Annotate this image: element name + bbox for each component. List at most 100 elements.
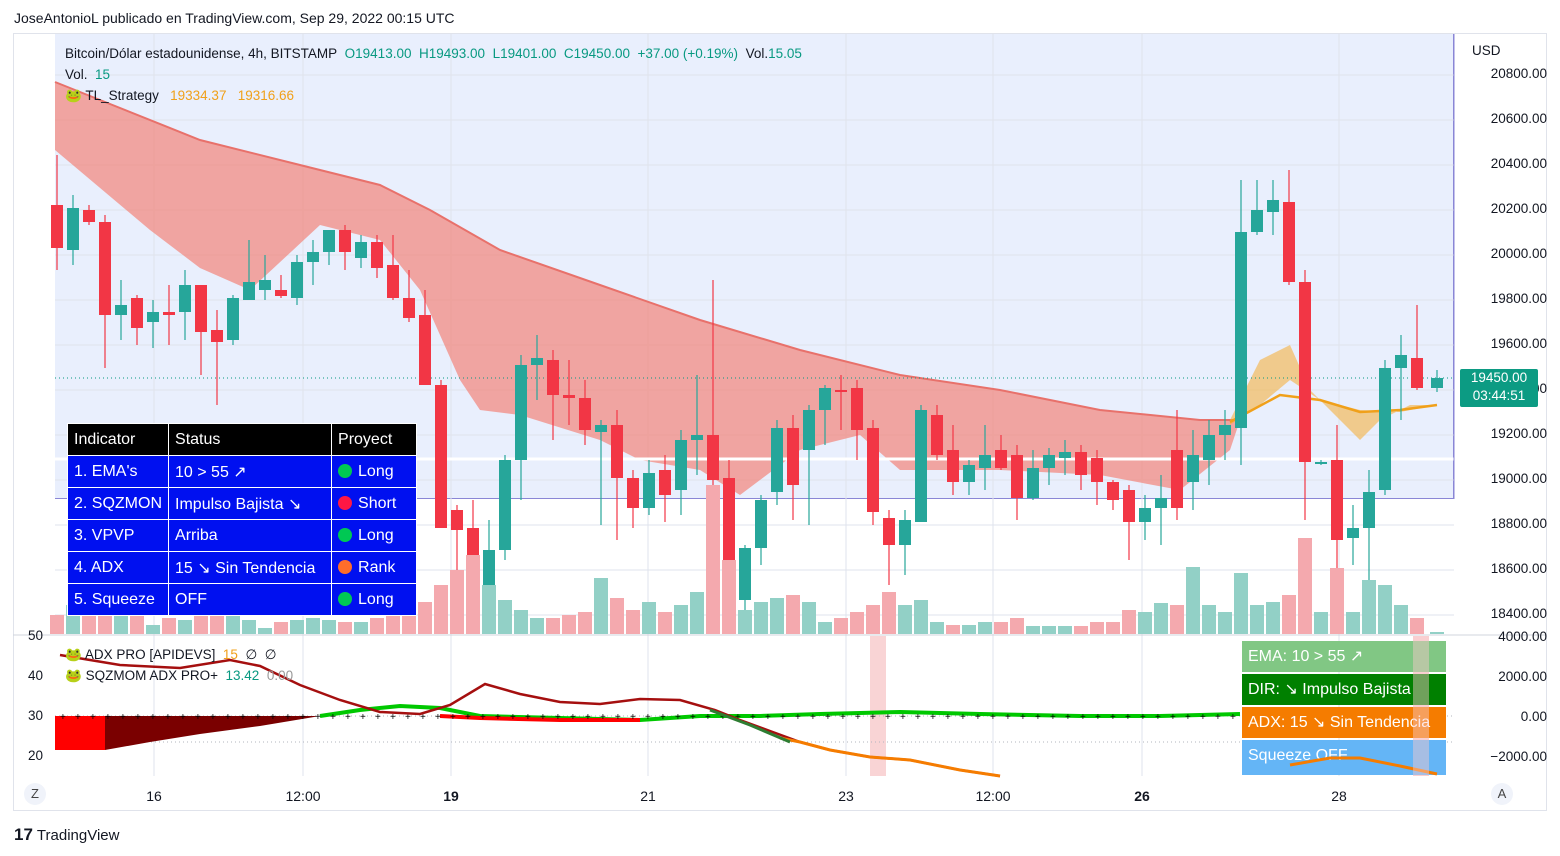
candle-body: [899, 520, 911, 545]
volume-bar: [290, 620, 304, 634]
adx-line-orange: [779, 736, 1001, 778]
price-axis-label: 20400.00: [1490, 156, 1547, 171]
squeeze-marker: +: [1080, 712, 1086, 723]
candle-body: [659, 470, 671, 495]
volume-bar: [1090, 622, 1104, 634]
squeeze-marker: +: [60, 712, 66, 723]
volume-bar: [1430, 632, 1444, 634]
open-value: O19413.00: [344, 46, 412, 61]
bar-countdown: 03:44:51: [1472, 388, 1526, 403]
squeeze-marker: +: [795, 712, 801, 723]
sub-left-axis-label: 30: [28, 708, 44, 723]
squeeze-marker: +: [1110, 712, 1116, 723]
squeeze-marker: +: [900, 712, 906, 723]
tradingview-logo[interactable]: 17 TradingView: [14, 825, 119, 845]
candle-body: [947, 450, 959, 482]
header-proyect: Proyect: [331, 423, 418, 456]
time-axis-label: 19: [443, 788, 459, 804]
squeeze-marker: +: [675, 712, 681, 723]
time-axis-label: 23: [838, 788, 854, 804]
candle-body: [1379, 368, 1391, 490]
volume-bar: [274, 622, 288, 634]
squeeze-marker: +: [135, 712, 141, 723]
volume-bar: [1186, 567, 1200, 634]
candle-body: [819, 388, 831, 410]
squeeze-marker: +: [495, 712, 501, 723]
momentum-area: [55, 716, 320, 750]
adx-value-2: ∅: [245, 647, 258, 662]
sqzmom-legend: 🐸 SQZMOM ADX PRO+ 13.42 0.00: [65, 668, 293, 684]
squeeze-marker: +: [690, 712, 696, 723]
squeeze-marker: +: [750, 712, 756, 723]
volume-label[interactable]: Vol.: [65, 67, 88, 82]
candle-body: [835, 390, 847, 392]
squeeze-marker: +: [180, 712, 186, 723]
sqzmom-name[interactable]: SQZMOM ADX PRO+: [85, 668, 218, 683]
candle-body: [979, 455, 991, 468]
candle-body: [435, 385, 447, 528]
row-indicator: 5. Squeeze: [66, 583, 170, 616]
price-axis-label: 20800.00: [1490, 66, 1547, 81]
squeeze-marker: +: [270, 712, 276, 723]
volume-bar: [146, 625, 160, 634]
status-dot-icon: [338, 495, 353, 510]
volume-bar: [130, 610, 144, 634]
volume-bar: [386, 612, 400, 634]
squeeze-marker: +: [615, 712, 621, 723]
table-row: 1. EMA's 10 > 55 ↗ Long: [66, 455, 418, 488]
symbol-name[interactable]: Bitcoin/Dólar estadounidense, 4h, BITSTA…: [65, 46, 338, 61]
candle-body: [1059, 452, 1071, 458]
candle-body: [1219, 425, 1231, 435]
row-status: 10 > 55 ↗: [168, 455, 333, 488]
symbol-legend: Bitcoin/Dólar estadounidense, 4h, BITSTA…: [65, 46, 802, 61]
squeeze-marker: +: [390, 712, 396, 723]
price-axis-label: 18600.00: [1490, 561, 1547, 576]
squeeze-marker: +: [255, 712, 261, 723]
volume-bar: [898, 605, 912, 634]
adx-name[interactable]: ADX PRO [APIDEVS]: [84, 647, 216, 662]
candle-body: [643, 473, 655, 508]
candle-body: [563, 395, 575, 398]
candle-body: [307, 252, 319, 262]
currency-label: USD: [1472, 43, 1501, 58]
orange-band-line: [1229, 393, 1438, 424]
strategy-legend: 🐸 TL_Strategy 19334.37 19316.66: [65, 88, 294, 104]
adx-value: 15: [222, 647, 238, 662]
row-proyect: Short: [331, 487, 418, 520]
auto-scale-button[interactable]: A: [1491, 783, 1513, 805]
squeeze-marker: +: [300, 712, 306, 723]
volume-bar: [1362, 580, 1376, 634]
squeeze-marker: +: [780, 712, 786, 723]
volume-bar: [770, 598, 784, 634]
frog-icon: 🐸: [65, 668, 82, 683]
squeeze-marker: +: [705, 712, 711, 723]
squeeze-marker: +: [105, 712, 111, 723]
candle-body: [995, 450, 1007, 468]
volume-bar: [722, 560, 736, 634]
squeeze-marker: +: [765, 712, 771, 723]
volume-bar: [498, 600, 512, 634]
candle-body: [1091, 458, 1103, 482]
candle-body: [1347, 528, 1359, 538]
volume-bar: [434, 585, 448, 634]
squeeze-marker: +: [225, 712, 231, 723]
volume-bar: [738, 610, 752, 634]
ema-upper-line: [54, 81, 1240, 421]
candle-body: [931, 415, 943, 455]
squeeze-marker: +: [885, 712, 891, 723]
price-axis-label: 19600.00: [1490, 336, 1547, 351]
squeeze-marker: +: [1125, 712, 1131, 723]
volume-bar: [802, 602, 816, 634]
candle-body: [323, 230, 335, 252]
volume-bar: [178, 620, 192, 634]
zoom-button[interactable]: Z: [24, 783, 46, 805]
volume-bar: [658, 612, 672, 634]
sqzmom-value: 13.42: [225, 668, 260, 683]
candle-body: [1267, 200, 1279, 212]
volume-bar: [322, 620, 336, 634]
volume-bar: [530, 618, 544, 634]
ema-cloud: [55, 82, 1240, 495]
candle-body: [963, 465, 975, 482]
strategy-name[interactable]: TL_Strategy: [85, 88, 159, 103]
